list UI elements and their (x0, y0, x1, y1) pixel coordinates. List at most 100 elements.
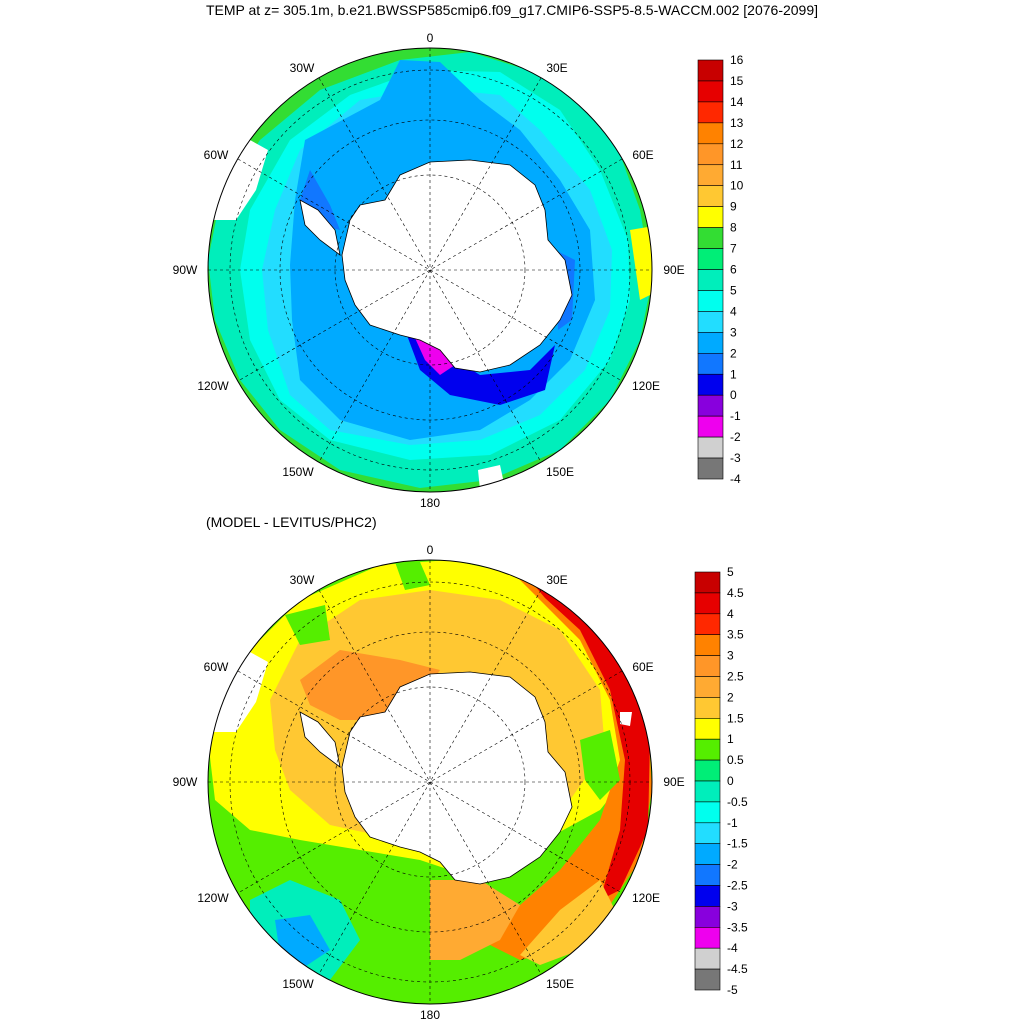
bottom-colorbar-swatch (694, 926, 721, 949)
top-colorbar-swatch (697, 373, 724, 396)
top-colorbar-tick-label: 12 (730, 137, 744, 151)
top-colorbar-tick-label: 0 (730, 388, 737, 402)
difference-plot-title: (MODEL - LEVITUS/PHC2) (206, 514, 377, 530)
bottom-colorbar-swatch (694, 571, 721, 594)
bottom-colorbar-tick-label: 5 (727, 565, 734, 579)
top-colorbar-tick-label: -3 (730, 451, 741, 465)
lon-label-30w: 30W (290, 573, 315, 587)
lon-label-150e: 150E (546, 465, 574, 479)
lon-label-60e: 60E (632, 660, 653, 674)
top-colorbar-tick-label: -2 (730, 430, 741, 444)
lon-label-120e: 120E (632, 891, 660, 905)
bottom-colorbar-swatch (694, 780, 721, 803)
top-colorbar-tick-label: 8 (730, 221, 737, 235)
bottom-colorbar-tick-label: -2 (727, 858, 738, 872)
bottom-colorbar-tick-label: -4 (727, 941, 738, 955)
bottom-colorbar-swatch (694, 864, 721, 886)
top-colorbar-tick-label: 1 (730, 367, 737, 381)
bottom-colorbar-swatch (694, 759, 721, 782)
bottom-colorbar-tick-label: 4 (727, 607, 734, 621)
top-colorbar-swatch (697, 122, 724, 145)
bottom-colorbar-swatch (694, 717, 721, 740)
bottom-colorbar-swatch (694, 822, 721, 844)
top-colorbar-swatch (697, 457, 724, 480)
bottom-colorbar-tick-label: 1 (727, 732, 734, 746)
bottom-colorbar-tick-label: -1 (727, 816, 738, 830)
top-colorbar-swatch (697, 164, 724, 187)
top-polar-map (207, 47, 653, 493)
top-colorbar-swatch (697, 290, 724, 312)
top-colorbar-tick-label: 16 (730, 53, 744, 67)
lon-label-150e: 150E (546, 977, 574, 991)
bottom-colorbar-swatch (694, 801, 721, 824)
bottom-colorbar-swatch (694, 613, 721, 635)
lon-label-60w: 60W (204, 660, 229, 674)
top-colorbar-tick-label: 14 (730, 95, 744, 109)
lon-label-150w: 150W (282, 465, 314, 479)
top-colorbar-swatch (697, 248, 724, 270)
bottom-colorbar-swatch (694, 676, 721, 698)
lon-label-0: 0 (427, 543, 434, 557)
top-colorbar-tick-label: 4 (730, 304, 737, 318)
top-colorbar-tick-label: 5 (730, 283, 737, 297)
top-colorbar-tick-label: -4 (730, 472, 741, 486)
top-colorbar-tick-label: 6 (730, 263, 737, 277)
top-colorbar-tick-label: 3 (730, 325, 737, 339)
lon-label-120e: 120E (632, 379, 660, 393)
bottom-colorbar-tick-label: -5 (727, 983, 738, 997)
top-colorbar-swatch (697, 352, 724, 375)
top-colorbar-tick-label: 11 (730, 158, 743, 172)
bottom-colorbar-tick-label: 1.5 (727, 711, 744, 725)
top-colorbar-swatch (697, 436, 724, 459)
top-colorbar-swatch (697, 80, 724, 103)
bottom-colorbar-swatch (694, 968, 721, 991)
top-colorbar-swatch (697, 185, 724, 207)
top-colorbar-swatch (697, 311, 724, 333)
bottom-colorbar: 5 4.5 4 3.5 3 2.5 2 1.5 1 0.5 0 -0.5 -1 -1.5 -2 -2.5 -3 -… (694, 565, 748, 997)
bottom-colorbar-tick-label: -0.5 (727, 795, 748, 809)
bottom-colorbar-swatch (694, 697, 721, 719)
bottom-colorbar-swatch (694, 947, 721, 970)
bottom-colorbar-tick-label: -1.5 (727, 837, 748, 851)
bottom-colorbar-tick-label: 2 (727, 690, 734, 704)
top-colorbar-tick-label: 10 (730, 179, 744, 193)
top-colorbar-swatch (697, 415, 724, 438)
lon-label-90w: 90W (173, 775, 198, 789)
lon-label-30e: 30E (546, 61, 567, 75)
bottom-longitude-labels: 0 30E 60E 90E 120E 150E 180 150W 120W 90… (173, 543, 685, 1022)
top-colorbar-swatch (697, 59, 724, 82)
bottom-colorbar-swatch (694, 592, 721, 615)
top-colorbar-tick-label: 2 (730, 346, 737, 360)
lon-label-0: 0 (427, 31, 434, 45)
top-colorbar-tick-label: 7 (730, 242, 737, 256)
lon-label-90e: 90E (663, 263, 684, 277)
lon-label-150w: 150W (282, 977, 314, 991)
lon-label-180: 180 (420, 1008, 440, 1022)
top-colorbar-swatch (697, 269, 724, 291)
bottom-colorbar-tick-label: 0.5 (727, 753, 744, 767)
lon-label-30e: 30E (546, 573, 567, 587)
lon-label-30w: 30W (290, 61, 315, 75)
bottom-colorbar-tick-label: 0 (727, 774, 734, 788)
top-colorbar-tick-label: -1 (730, 409, 741, 423)
lon-label-180: 180 (420, 496, 440, 510)
bottom-colorbar-tick-label: -3.5 (727, 920, 748, 934)
bottom-colorbar-tick-label: -3 (727, 899, 738, 913)
bottom-colorbar-swatch (694, 655, 721, 677)
bottom-colorbar-tick-label: 3 (727, 649, 734, 663)
bottom-colorbar-swatch (694, 843, 721, 865)
bottom-colorbar-tick-label: 3.5 (727, 628, 744, 642)
top-colorbar-swatch (697, 394, 724, 417)
top-colorbar-swatch (697, 332, 724, 354)
top-longitude-labels: 0 30E 60E 90E 120E 150E 180 150W 120W 90… (173, 31, 685, 510)
lon-label-90e: 90E (663, 775, 684, 789)
top-colorbar-swatch (697, 227, 724, 249)
lon-label-60e: 60E (632, 148, 653, 162)
bottom-colorbar-swatch (694, 738, 721, 761)
plot-title: TEMP at z= 305.1m, b.e21.BWSSP585cmip6.f… (205, 2, 819, 18)
lon-label-60w: 60W (204, 148, 229, 162)
bottom-colorbar-tick-label: 2.5 (727, 670, 744, 684)
bottom-colorbar-tick-label: -2.5 (727, 879, 748, 893)
